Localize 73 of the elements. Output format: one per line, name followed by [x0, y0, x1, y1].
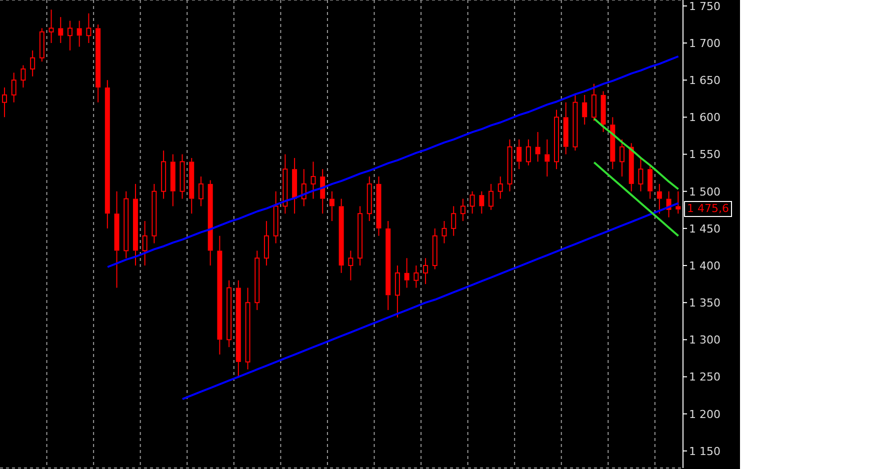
line-series: [106, 55, 680, 268]
candlestick: [170, 154, 176, 207]
candlestick: [142, 220, 148, 266]
candlestick: [544, 138, 550, 178]
candlestick: [208, 180, 213, 266]
y-tick-label: 1 200: [689, 408, 720, 421]
candlestick: [498, 176, 503, 200]
y-tick-label: 1 550: [689, 148, 720, 162]
candlestick: [386, 220, 391, 311]
candlestick: [414, 265, 419, 288]
y-tick-label: 1 650: [689, 74, 720, 88]
candlestick: [58, 16, 64, 44]
y-tick-label: 1 700: [689, 36, 720, 50]
candlestick: [245, 287, 250, 370]
y-tick-label: 1 750: [689, 0, 720, 13]
y-tick-label: 1 450: [689, 222, 720, 236]
candlestick: [376, 176, 382, 236]
candlestick: [451, 206, 456, 236]
candlestick: [628, 142, 634, 192]
candlestick: [104, 80, 110, 229]
candlestick: [507, 138, 512, 192]
candlestick: [656, 183, 662, 214]
candlestick: [152, 183, 157, 244]
candlestick: [582, 94, 588, 126]
candlestick: [535, 132, 540, 162]
y-tick-label: 1 350: [689, 296, 720, 310]
candlestick: [394, 265, 400, 318]
candlestick: [217, 235, 222, 356]
candlestick: [48, 9, 54, 44]
y-tick-label: 1 300: [689, 334, 720, 347]
candlestick: [114, 190, 120, 288]
candlestick: [676, 190, 681, 214]
candlestick: [236, 280, 241, 378]
candlestick: [226, 280, 232, 348]
candlestick: [488, 183, 494, 210]
y-tick-label: 1 250: [689, 370, 720, 384]
candlestick: [338, 198, 344, 274]
candlestick: [404, 258, 410, 288]
candlestick: [189, 157, 194, 214]
candlestick: [86, 12, 92, 44]
line-series: [593, 161, 680, 237]
candlestick: [526, 138, 531, 166]
candlestick: [423, 258, 428, 285]
candlestick: [292, 157, 298, 214]
candlestick: [264, 220, 269, 266]
candlestick: [76, 20, 82, 48]
candlestick: [366, 176, 372, 222]
candlestick: [2, 87, 7, 118]
candlestick: [358, 206, 363, 266]
candlestick: [96, 24, 101, 103]
y-tick-label: 1 400: [689, 259, 720, 272]
y-tick-label: 1 600: [689, 111, 720, 124]
candlestick: [30, 50, 36, 77]
candlestick: [442, 220, 447, 244]
candlestick: [11, 72, 16, 103]
candlestick: [610, 116, 616, 170]
candlestick: [161, 150, 166, 200]
candlestick: [124, 190, 129, 259]
candlestick: [329, 190, 334, 222]
y-tick-label: 1 500: [689, 185, 720, 198]
candlestick: [563, 102, 568, 155]
candlestick: [638, 157, 644, 192]
candlestick: [282, 154, 288, 214]
candlestick: [516, 138, 522, 170]
candlestick: [479, 190, 484, 214]
candlestick: [320, 168, 326, 214]
candlestick: [132, 183, 138, 266]
candlestick: [254, 250, 260, 311]
text: 1 475,6: [684, 201, 732, 218]
candlestick: [310, 161, 316, 200]
candlestick: [348, 250, 354, 281]
candlestick: [273, 190, 278, 244]
y-tick-label: 1 150: [689, 444, 720, 458]
